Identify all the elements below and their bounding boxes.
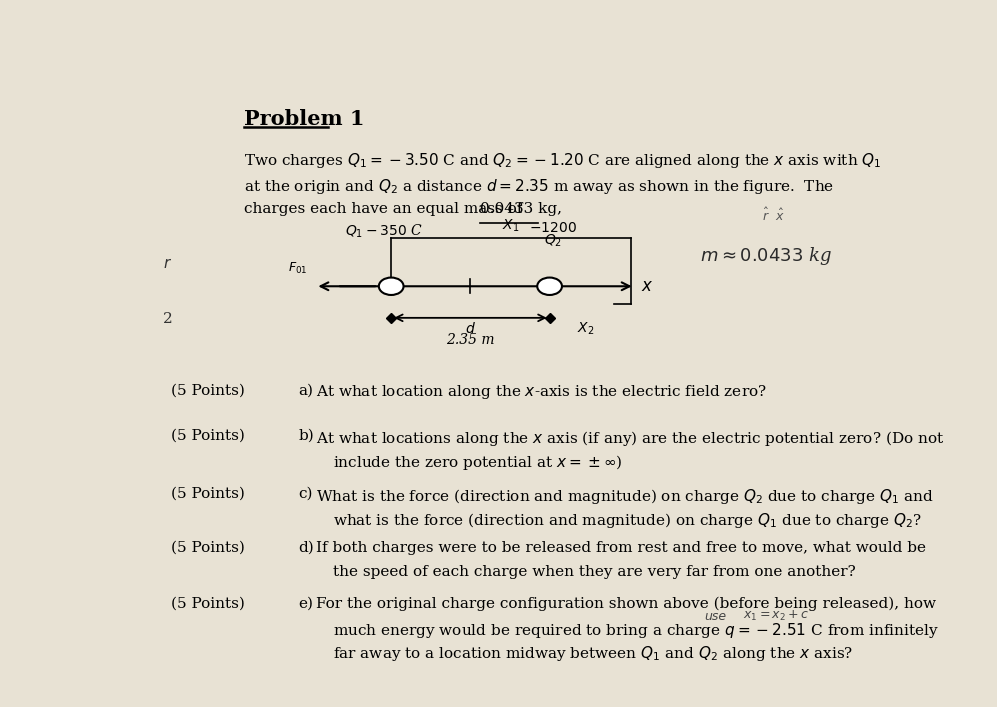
Text: include the zero potential at $x = \pm\infty$): include the zero potential at $x = \pm\i…	[333, 453, 623, 472]
Text: At what location along the $x$-axis is the electric field zero?: At what location along the $x$-axis is t…	[316, 383, 767, 401]
Text: 2.35 m: 2.35 m	[446, 333, 495, 347]
Text: $Q_1-350$ C: $Q_1-350$ C	[345, 223, 423, 240]
Text: at the origin and $Q_2$ a distance $d = 2.35$ m away as shown in the figure.  Th: at the origin and $Q_2$ a distance $d = …	[244, 177, 834, 196]
Text: $m \approx 0.0433$ kg: $m \approx 0.0433$ kg	[700, 245, 831, 267]
Text: (5 Points): (5 Points)	[170, 597, 245, 611]
Circle shape	[379, 278, 404, 295]
Text: (5 Points): (5 Points)	[170, 383, 245, 397]
Text: $d$: $d$	[465, 321, 476, 336]
Text: If both charges were to be released from rest and free to move, what would be: If both charges were to be released from…	[316, 541, 926, 555]
Text: b): b)	[298, 429, 314, 443]
Text: $r$: $r$	[164, 257, 172, 271]
Text: For the original charge configuration shown above (before being released), how: For the original charge configuration sh…	[316, 597, 936, 611]
Text: What is the force (direction and magnitude) on charge $Q_2$ due to charge $Q_1$ : What is the force (direction and magnitu…	[316, 486, 934, 506]
Text: charges each have an equal mass of: charges each have an equal mass of	[244, 202, 527, 216]
Text: a): a)	[298, 383, 313, 397]
Text: $Q_2$: $Q_2$	[544, 233, 562, 250]
Text: e): e)	[298, 597, 313, 611]
Circle shape	[537, 278, 562, 295]
Text: $X_1$: $X_1$	[502, 218, 519, 234]
Text: $x$: $x$	[641, 278, 653, 295]
Text: $-1200$: $-1200$	[529, 221, 577, 235]
Text: $x_1 = x_2 + c$: $x_1 = x_2 + c$	[743, 609, 810, 623]
Text: the speed of each charge when they are very far from one another?: the speed of each charge when they are v…	[333, 565, 856, 579]
Text: 2: 2	[164, 312, 173, 326]
Text: At what locations along the $x$ axis (if any) are the electric potential zero? (: At what locations along the $x$ axis (if…	[316, 429, 944, 448]
Text: c): c)	[298, 486, 313, 501]
Text: $F_{01}$: $F_{01}$	[288, 262, 308, 276]
Text: d): d)	[298, 541, 314, 555]
Text: $X_2$: $X_2$	[576, 320, 594, 337]
Text: (5 Points): (5 Points)	[170, 541, 245, 555]
Text: (5 Points): (5 Points)	[170, 429, 245, 443]
Text: Two charges $Q_1 = -3.50$ C and $Q_2 = -1.20$ C are aligned along the $x$ axis w: Two charges $Q_1 = -3.50$ C and $Q_2 = -…	[244, 151, 881, 170]
Text: $\hat{r}$  $\hat{x}$: $\hat{r}$ $\hat{x}$	[763, 206, 785, 223]
Text: 0.0433 kg,: 0.0433 kg,	[480, 202, 562, 216]
Text: far away to a location midway between $Q_1$ and $Q_2$ along the $x$ axis?: far away to a location midway between $Q…	[333, 645, 853, 663]
Text: much energy would be required to bring a charge $q = -2.51$ C from infinitely: much energy would be required to bring a…	[333, 621, 939, 640]
Text: what is the force (direction and magnitude) on charge $Q_1$ due to charge $Q_2$?: what is the force (direction and magnitu…	[333, 510, 922, 530]
Text: (5 Points): (5 Points)	[170, 486, 245, 501]
Text: use: use	[704, 609, 726, 623]
Text: Problem 1: Problem 1	[244, 110, 365, 129]
